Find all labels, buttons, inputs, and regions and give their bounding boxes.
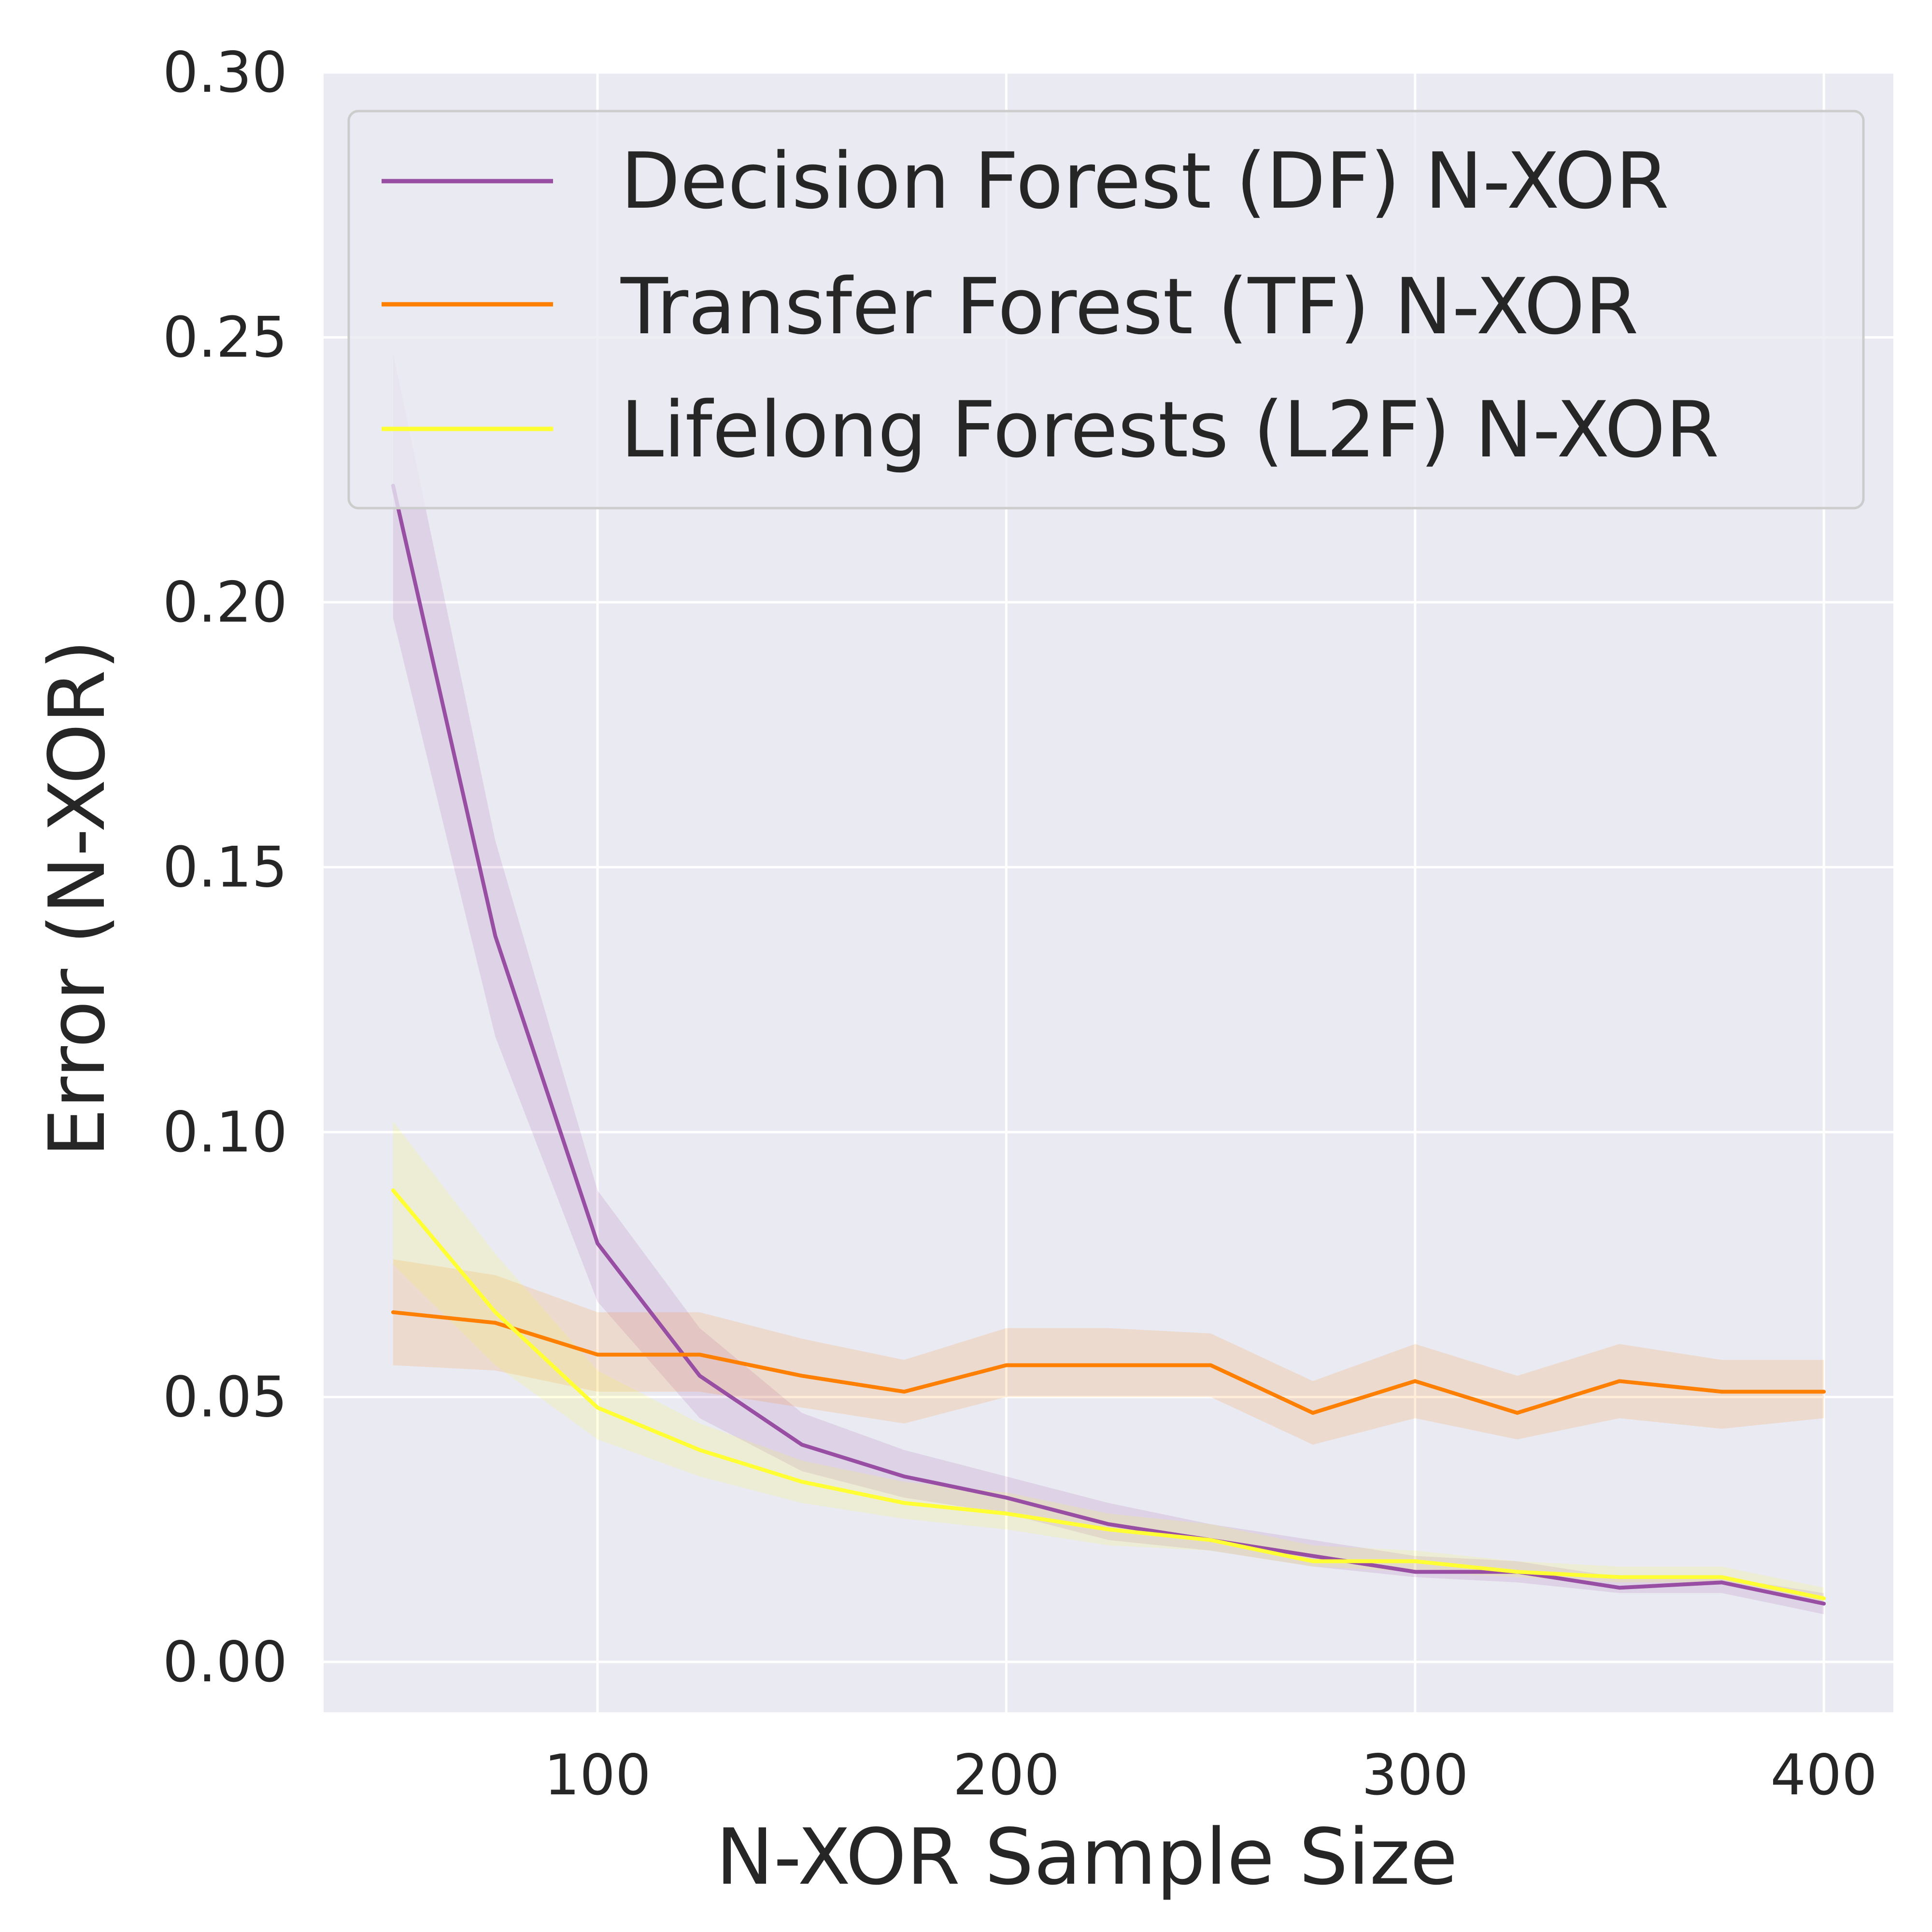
y-tick-label: 0.10: [163, 1100, 287, 1165]
x-tick-label: 100: [544, 1743, 651, 1808]
x-tick-label: 200: [953, 1743, 1060, 1808]
y-tick-label: 0.15: [163, 835, 287, 900]
legend-label-tf: Transfer Forest (TF) N-XOR: [620, 261, 1639, 352]
legend-frame: [347, 110, 1865, 510]
series-lines: [391, 483, 1826, 1606]
band-l2f: [393, 1121, 1824, 1604]
series-line-l2f: [391, 1188, 1826, 1601]
y-tick-label: 0.25: [163, 305, 287, 370]
y-tick-label: 0.00: [163, 1630, 287, 1695]
legend-label-df: Decision Forest (DF) N-XOR: [621, 136, 1669, 226]
legend-label-l2f: Lifelong Forests (L2F) N-XOR: [621, 384, 1719, 475]
series-line-tf: [391, 1310, 1826, 1415]
tick-labels: 0.00 0.05 0.10 0.15 0.20 0.25 0.30 100 200 300 400: [163, 40, 1877, 1808]
x-tick-label: 300: [1362, 1743, 1468, 1808]
x-axis-title: N-XOR Sample Size: [716, 1812, 1458, 1902]
x-tick-label: 400: [1770, 1743, 1877, 1808]
y-axis-title: Error (N-XOR): [32, 639, 122, 1157]
y-tick-label: 0.20: [163, 570, 287, 635]
y-tick-label: 0.30: [163, 40, 287, 105]
legend: Decision Forest (DF) N-XOR Transfer Fore…: [347, 110, 1865, 510]
y-tick-label: 0.05: [163, 1364, 287, 1430]
series-line-df: [391, 483, 1826, 1606]
